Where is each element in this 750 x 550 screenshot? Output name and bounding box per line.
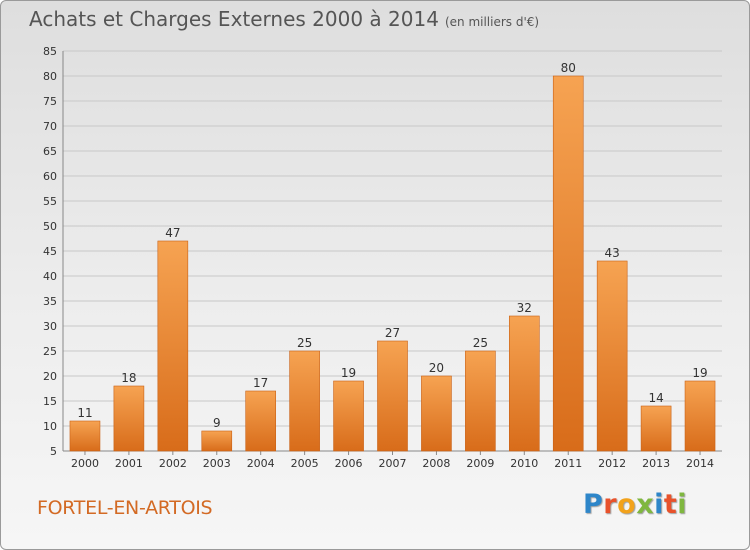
x-tick-label: 2006: [335, 457, 363, 470]
data-label: 25: [473, 336, 488, 350]
x-tick-label: 2013: [642, 457, 670, 470]
bar-2012: [596, 260, 628, 452]
x-tick-label: 2010: [510, 457, 538, 470]
bar-2003: [201, 430, 233, 452]
bar-2004: [245, 390, 276, 452]
x-tick-label: 2014: [686, 457, 714, 470]
y-tick-label: 65: [43, 145, 57, 158]
data-label: 20: [429, 361, 444, 375]
logo-letter: r: [603, 489, 618, 520]
x-tick-label: 2000: [71, 457, 99, 470]
y-tick-label: 10: [43, 420, 57, 433]
chart-subtitle: (en milliers d'€): [444, 15, 540, 29]
x-tick-label: 2007: [379, 457, 407, 470]
y-tick-label: 20: [43, 370, 57, 383]
bar-2014: [684, 380, 716, 452]
logo-letter: P: [583, 489, 604, 520]
logo-letter: i: [654, 489, 664, 520]
y-tick-label: 60: [43, 170, 57, 183]
y-tick-label: 55: [43, 195, 57, 208]
data-label: 19: [341, 366, 356, 380]
data-label: 17: [253, 376, 268, 390]
y-tick-label: 30: [43, 320, 57, 333]
y-tick-label: 80: [43, 70, 57, 83]
x-tick-label: 2004: [247, 457, 275, 470]
x-tick-label: 2003: [203, 457, 231, 470]
y-tick-label: 85: [43, 45, 57, 58]
x-tick-label: 2011: [554, 457, 582, 470]
data-label: 11: [77, 406, 92, 420]
data-label: 25: [297, 336, 312, 350]
x-tick-label: 2005: [291, 457, 319, 470]
bar-2010: [508, 315, 540, 452]
bar-2001: [113, 385, 145, 452]
bar-2000: [69, 420, 101, 452]
bar-2006: [333, 380, 364, 452]
y-tick-label: 40: [43, 270, 57, 283]
y-tick-label: 25: [43, 345, 57, 358]
y-tick-label: 50: [43, 220, 57, 233]
x-tick-label: 2012: [598, 457, 626, 470]
bar-2002: [157, 240, 189, 452]
logo-letter: i: [677, 489, 688, 520]
x-tick-label: 2009: [466, 457, 494, 470]
commune-name: FORTEL-EN-ARTOIS: [37, 497, 213, 519]
data-label: 9: [213, 416, 221, 430]
data-label: 43: [605, 246, 620, 260]
chart-title: Achats et Charges Externes 2000 à 2014 (e…: [29, 7, 539, 31]
y-tick-label: 5: [50, 445, 57, 458]
x-tick-label: 2002: [159, 457, 187, 470]
data-label: 47: [165, 226, 180, 240]
bar-2013: [640, 405, 672, 452]
data-label: 18: [121, 371, 136, 385]
data-label: 27: [385, 326, 400, 340]
logo-letter: o: [617, 489, 637, 520]
y-tick-label: 15: [43, 395, 57, 408]
bar-2005: [289, 350, 320, 452]
proxiti-logo[interactable]: Proxiti: [583, 489, 687, 520]
logo-letter: t: [663, 489, 678, 520]
y-tick-label: 35: [43, 295, 57, 308]
data-labels: 11 18 47 9 17 25 19 27 20 25 32 80 43 14 19: [77, 61, 707, 430]
x-tick-label: 2001: [115, 457, 143, 470]
bar-2009: [465, 350, 496, 452]
data-label: 19: [692, 366, 707, 380]
logo-letter: x: [636, 489, 655, 520]
bar-2007: [377, 340, 408, 452]
bars: [69, 75, 716, 452]
y-tick-label: 75: [43, 95, 57, 108]
data-label: 80: [561, 61, 576, 75]
bar-2008: [421, 375, 452, 452]
bar-2011: [552, 75, 584, 452]
y-tick-label: 70: [43, 120, 57, 133]
data-label: 14: [648, 391, 663, 405]
data-label: 32: [517, 301, 532, 315]
y-tick-label: 45: [43, 245, 57, 258]
chart-title-text: Achats et Charges Externes 2000 à 2014: [29, 7, 439, 31]
x-tick-label: 2008: [422, 457, 450, 470]
